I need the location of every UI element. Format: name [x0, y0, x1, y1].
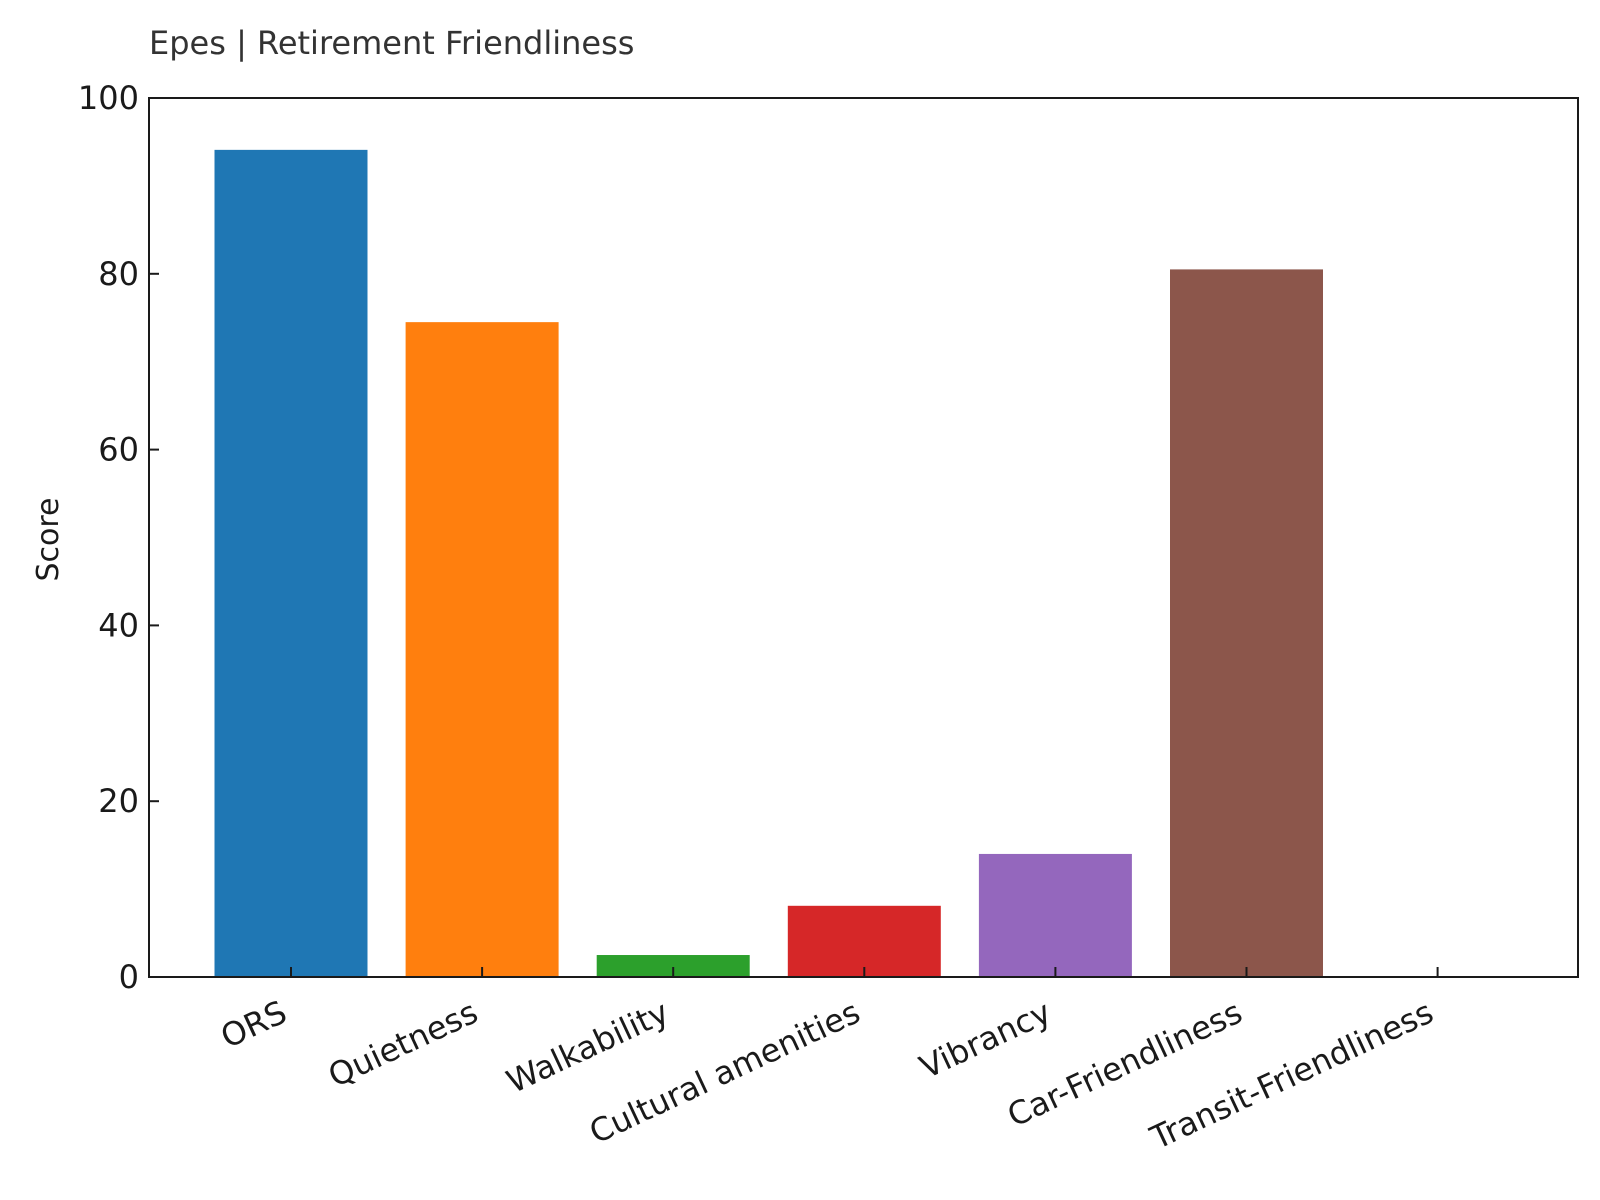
y-tick-label: 100 — [78, 79, 139, 117]
x-tick-label: Walkability — [501, 993, 675, 1101]
chart-title: Epes | Retirement Friendliness — [149, 24, 635, 62]
y-tick-label: 60 — [98, 431, 139, 469]
y-tick-label: 0 — [119, 958, 139, 996]
x-tick-label: ORS — [215, 993, 292, 1056]
bar-cultural-amenities — [787, 905, 941, 977]
bar-vibrancy — [978, 853, 1132, 977]
x-tick-label: Vibrancy — [914, 993, 1057, 1087]
y-axis-label: Score — [31, 497, 66, 581]
bar-walkability — [596, 955, 750, 977]
x-tick-label: Quietness — [322, 993, 483, 1095]
bar-ors — [214, 149, 368, 978]
y-tick-label: 20 — [98, 782, 139, 820]
bar-car-friendliness — [1170, 269, 1323, 977]
bar-quietness — [405, 322, 559, 977]
y-tick-label: 40 — [98, 606, 139, 644]
y-tick-label: 80 — [98, 255, 139, 293]
bars-layer — [214, 149, 1323, 978]
